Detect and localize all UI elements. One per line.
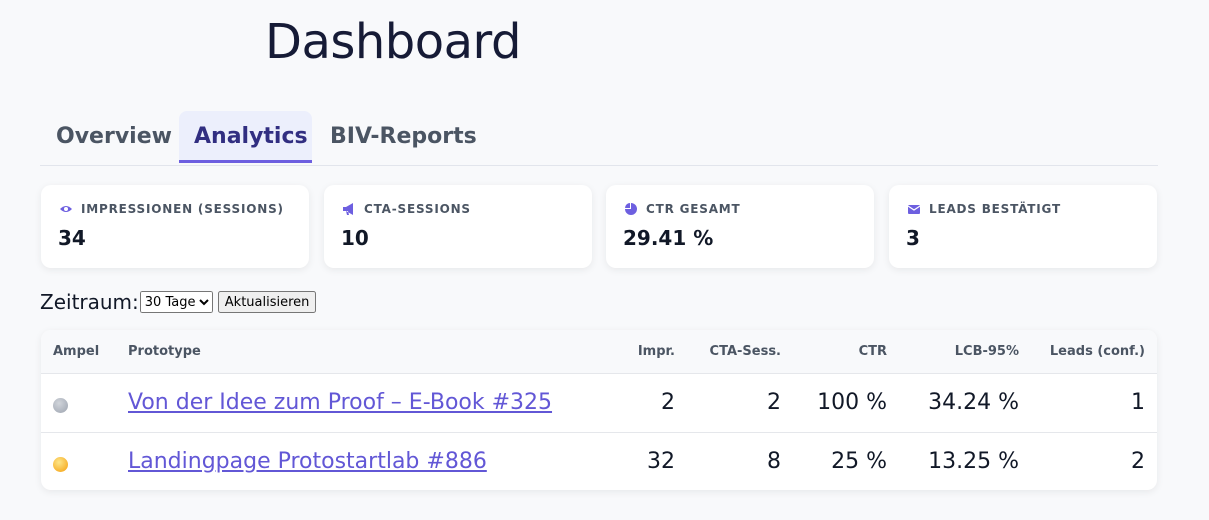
- stat-card: IMPRESSIONEN (SESSIONS) 34: [41, 185, 309, 268]
- stat-card: CTA-SESSIONS 10: [324, 185, 592, 268]
- tab-bar: Overview Analytics BIV-Reports: [40, 111, 1158, 166]
- page-title: Dashboard: [265, 14, 521, 70]
- table-row: Von der Idee zum Proof – E-Book #325 2 2 10…: [41, 374, 1157, 432]
- tab[interactable]: BIV-Reports: [330, 124, 477, 149]
- status-dot: [53, 457, 68, 472]
- column-header: Prototype: [128, 344, 201, 359]
- stat-card: LEADS BESTÄTIGT 3: [889, 185, 1157, 268]
- column-header: CTA-Sess.: [709, 344, 781, 359]
- table-cell: 34.24 %: [928, 390, 1019, 415]
- table-cell: 2: [767, 390, 781, 415]
- table-cell: 100 %: [817, 390, 887, 415]
- tab[interactable]: Overview: [56, 124, 172, 149]
- data-table: Ampel Prototype Impr. CTA-Sess. CTR LCB-…: [41, 330, 1157, 490]
- table-cell: 8: [767, 449, 781, 474]
- pie-icon: [625, 203, 637, 215]
- card-value: 34: [58, 226, 86, 250]
- card-label: LEADS BESTÄTIGT: [929, 202, 1061, 216]
- prototype-link[interactable]: Landingpage Protostartlab #886: [128, 449, 487, 474]
- card-label: IMPRESSIONEN (SESSIONS): [81, 202, 284, 216]
- card-value: 10: [341, 226, 369, 250]
- table-cell: 32: [647, 449, 675, 474]
- tab-active[interactable]: Analytics: [179, 111, 312, 163]
- column-header: CTR: [858, 344, 887, 359]
- refresh-button[interactable]: Aktualisieren: [217, 291, 317, 313]
- table-cell: 25 %: [831, 449, 887, 474]
- card-value: 29.41 %: [623, 226, 714, 250]
- table-cell: 2: [1131, 449, 1145, 474]
- filter-label: Zeitraum:: [40, 290, 139, 314]
- stat-card: CTR GESAMT 29.41 %: [606, 185, 874, 268]
- table-cell: 2: [661, 390, 675, 415]
- column-header: Impr.: [637, 344, 675, 359]
- megaphone-icon: [343, 203, 353, 215]
- table-cell: 1: [1131, 390, 1145, 415]
- prototype-cell: Landingpage Protostartlab #886: [128, 449, 487, 474]
- filter-bar: Zeitraum: 30 Tage Aktualisieren: [40, 290, 317, 314]
- column-header: Leads (conf.): [1049, 344, 1145, 359]
- table-cell: 13.25 %: [928, 449, 1019, 474]
- table-row: Landingpage Protostartlab #886 32 8 25 % 13.…: [41, 432, 1157, 490]
- card-label: CTR GESAMT: [646, 202, 741, 216]
- card-label: CTA-SESSIONS: [364, 202, 471, 216]
- column-header: Ampel: [53, 344, 100, 359]
- status-dot: [53, 398, 68, 413]
- table-header: Ampel Prototype Impr. CTA-Sess. CTR LCB-…: [41, 330, 1157, 374]
- period-select[interactable]: 30 Tage: [139, 291, 213, 313]
- prototype-cell: Von der Idee zum Proof – E-Book #325: [128, 390, 552, 415]
- card-value: 3: [906, 226, 920, 250]
- eye-icon: [60, 206, 72, 212]
- mail-icon: [907, 205, 921, 214]
- column-header: LCB-95%: [954, 344, 1019, 359]
- prototype-link[interactable]: Von der Idee zum Proof – E-Book #325: [128, 390, 553, 415]
